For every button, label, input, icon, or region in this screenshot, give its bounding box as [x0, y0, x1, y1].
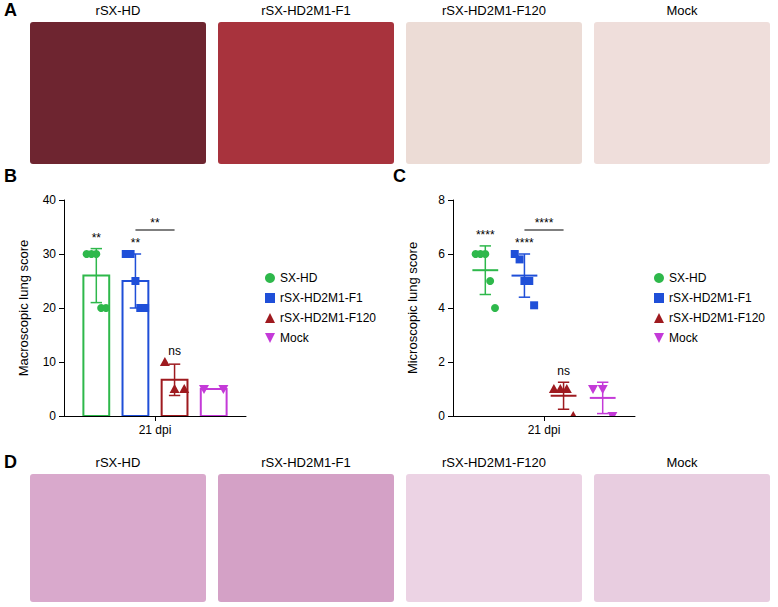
html-text:rSX-HD: rSX-HD — [95, 455, 141, 470]
svg-text:rSX-HD2M1-F120: rSX-HD2M1-F120 — [280, 311, 376, 325]
svg-text:0: 0 — [438, 409, 445, 423]
html-text:D: D — [4, 452, 17, 472]
html-text:rSX-HD2M1-F1: rSX-HD2M1-F1 — [261, 455, 351, 470]
svg-text:rSX-HD2M1-F1: rSX-HD2M1-F1 — [280, 291, 363, 305]
html-text:C: C — [393, 166, 406, 186]
svg-text:Mock: Mock — [280, 331, 310, 345]
svg-text:**: ** — [92, 231, 102, 245]
html-text:A: A — [4, 0, 17, 20]
svg-text:6: 6 — [438, 247, 445, 261]
html-text:Mock: Mock — [666, 3, 698, 18]
svg-text:SX-HD: SX-HD — [280, 271, 318, 285]
svg-text:ns: ns — [557, 364, 570, 378]
svg-text:Mock: Mock — [669, 331, 699, 345]
svg-text:10: 10 — [43, 355, 57, 369]
svg-text:****: **** — [535, 216, 554, 230]
svg-text:20: 20 — [43, 301, 57, 315]
svg-text:rSX-HD2M1-F1: rSX-HD2M1-F1 — [669, 291, 752, 305]
html-text:rSX-HD2M1-F120: rSX-HD2M1-F120 — [442, 455, 546, 470]
svg-text:21 dpi: 21 dpi — [139, 423, 172, 437]
svg-text:40: 40 — [43, 193, 57, 207]
svg-text:8: 8 — [438, 193, 445, 207]
html-text:rSX-HD: rSX-HD — [95, 3, 141, 18]
html-text:B: B — [4, 166, 17, 186]
svg-text:****: **** — [476, 228, 495, 242]
svg-text:**: ** — [131, 236, 141, 250]
svg-text:Microscopic lung score: Microscopic lung score — [405, 242, 420, 374]
html-text:rSX-HD2M1-F1: rSX-HD2M1-F1 — [261, 3, 351, 18]
svg-text:Macroscopic lung score: Macroscopic lung score — [16, 240, 31, 377]
svg-text:ns: ns — [168, 344, 181, 358]
html-text:rSX-HD2M1-F120: rSX-HD2M1-F120 — [442, 3, 546, 18]
html-text:Mock: Mock — [666, 455, 698, 470]
svg-text:21 dpi: 21 dpi — [528, 423, 561, 437]
svg-text:rSX-HD2M1-F120: rSX-HD2M1-F120 — [669, 311, 765, 325]
svg-text:0: 0 — [49, 409, 56, 423]
svg-text:**: ** — [150, 216, 160, 230]
svg-text:****: **** — [515, 236, 534, 250]
svg-text:2: 2 — [438, 355, 445, 369]
svg-text:4: 4 — [438, 301, 445, 315]
svg-text:SX-HD: SX-HD — [669, 271, 707, 285]
svg-text:30: 30 — [43, 247, 57, 261]
